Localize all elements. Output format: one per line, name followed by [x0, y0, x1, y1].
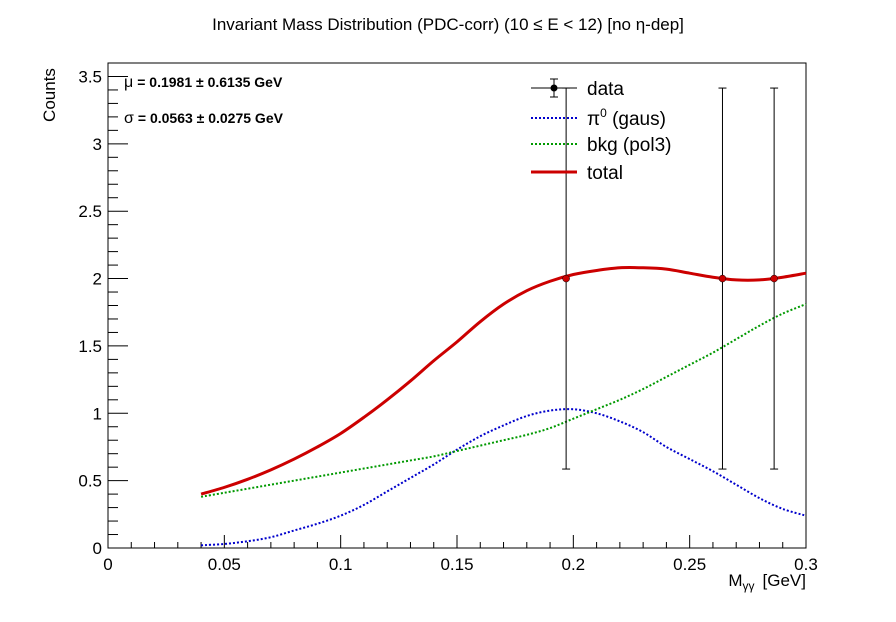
fit-mu-text: μ = 0.1981 ± 0.6135 GeV: [124, 74, 283, 91]
legend-label-gaus: π0 (gaus): [587, 106, 666, 130]
y-axis-label: Counts: [40, 68, 59, 122]
sigma-value: = 0.0563 ± 0.0275 GeV: [138, 110, 284, 126]
y-tick-label: 3: [93, 135, 102, 154]
legend-data-marker: [550, 84, 558, 92]
x-tick-label: 0.05: [208, 555, 241, 574]
y-tick-label: 3.5: [78, 67, 102, 86]
y-tick-label: 1: [93, 404, 102, 423]
x-tick-label: 0.15: [440, 555, 473, 574]
y-tick-label: 0.5: [78, 472, 102, 491]
series-bkg-curve: [200, 303, 807, 498]
legend-entry-gaus: π0 (gaus): [531, 106, 666, 130]
series-layer: [200, 266, 807, 547]
data-points-layer: [562, 87, 779, 470]
x-tick-label: 0.3: [794, 555, 818, 574]
y-tick-label: 2: [93, 270, 102, 289]
series-total-curve: [200, 266, 807, 496]
series-gaus-curve: [201, 408, 807, 547]
x-tick-label: 0.25: [673, 555, 706, 574]
mu-value: = 0.1981 ± 0.6135 GeV: [137, 74, 283, 90]
sigma-symbol: σ: [124, 110, 134, 127]
data-point: [562, 274, 570, 283]
x-tick-label: 0.2: [562, 555, 586, 574]
x-axis-label-unit: [GeV]: [763, 571, 806, 590]
fit-sigma-text: σ = 0.0563 ± 0.0275 GeV: [124, 110, 284, 127]
x-axis-label: Mγγ [GeV]: [728, 571, 806, 593]
legend-entry-bkg: bkg (pol3): [531, 135, 672, 156]
legend-label-bkg: bkg (pol3): [587, 135, 672, 156]
axis-ticks: [107, 62, 807, 549]
legend-entry-total: total: [531, 163, 623, 184]
legend-label-data: data: [587, 79, 624, 100]
x-tick-label: 0: [103, 555, 112, 574]
axis-tick-labels: 0 0.05 0.1 0.15 0.2 0.25 0.3 0 0.5 1 1.5 2 2.5 3 3.5: [78, 67, 817, 574]
legend: data π0 (gaus) bkg (pol3) total: [531, 78, 672, 184]
y-tick-label: 0: [93, 539, 102, 558]
legend-entry-data: data: [531, 78, 624, 100]
x-tick-label: 0.1: [329, 555, 353, 574]
legend-label-total: total: [587, 163, 623, 184]
y-tick-label: 2.5: [78, 202, 102, 221]
data-point: [770, 274, 778, 283]
chart-title: Invariant Mass Distribution (PDC-corr) (…: [212, 15, 684, 34]
mu-symbol: μ: [124, 74, 133, 91]
data-point: [718, 274, 727, 283]
x-axis-label-sub: γγ: [743, 579, 755, 593]
y-tick-label: 1.5: [78, 337, 102, 356]
x-axis-label-main: M: [728, 571, 742, 590]
